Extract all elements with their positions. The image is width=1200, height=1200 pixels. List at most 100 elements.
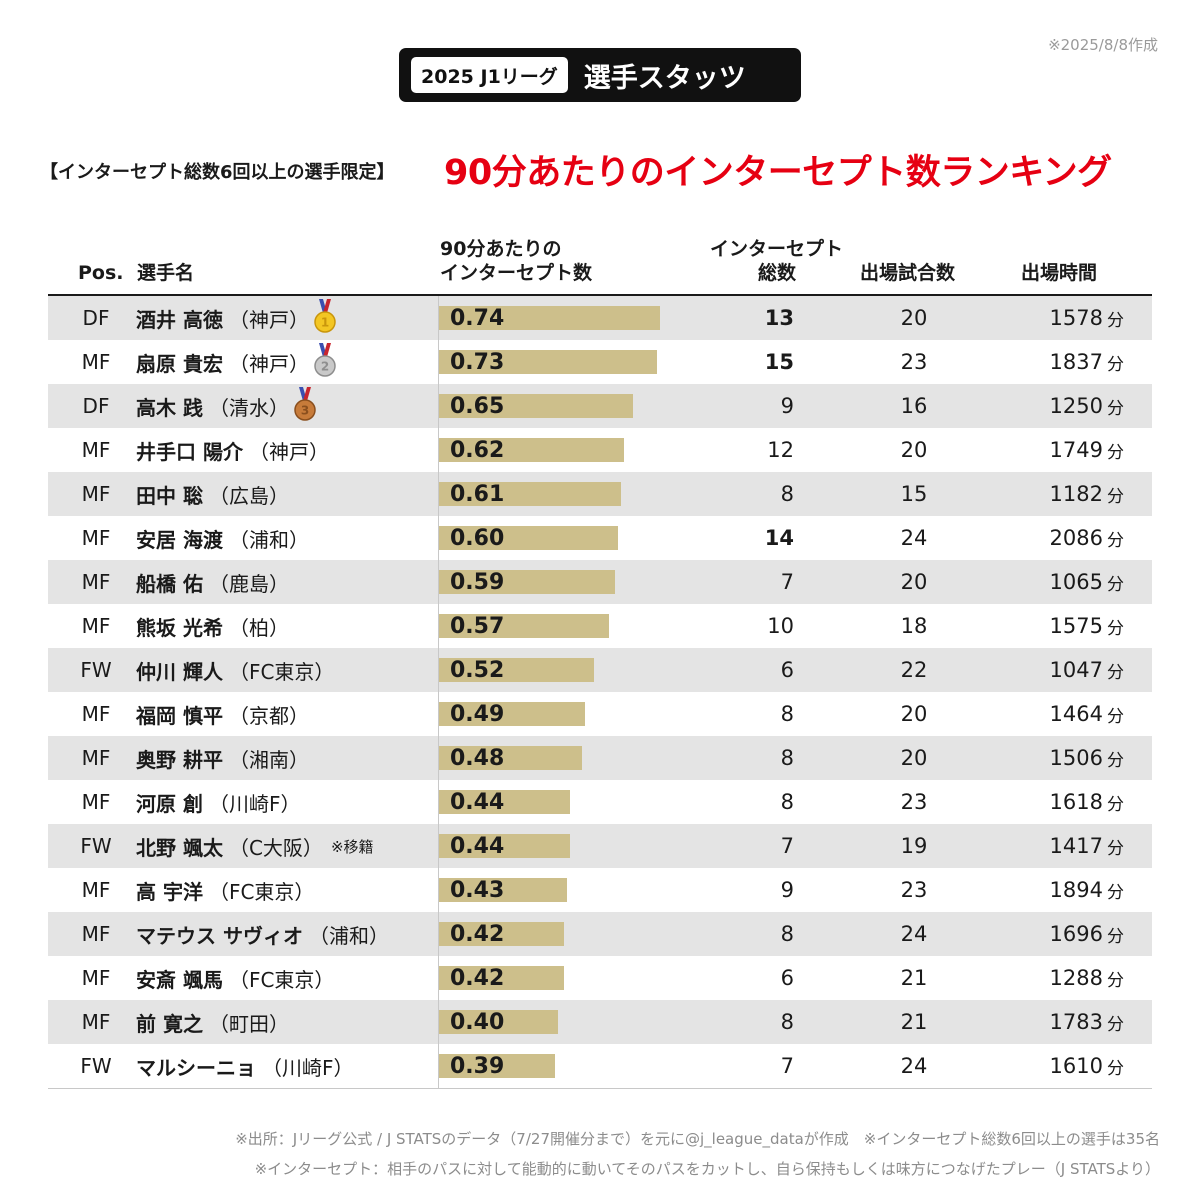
position-cell: MF — [81, 966, 111, 990]
rate-bar — [438, 834, 570, 858]
minutes-value: 1506 — [1049, 746, 1103, 770]
total-interceptions: 8 — [780, 1010, 794, 1034]
minutes-value: 1696 — [1049, 922, 1103, 946]
rate-bar — [438, 350, 657, 374]
minutes-played: 1749 分 — [1024, 428, 1124, 472]
games-played: 24 — [900, 922, 928, 946]
position-cell: MF — [81, 746, 111, 770]
player-name: 酒井 高徳 — [136, 307, 223, 332]
total-interceptions: 7 — [780, 1054, 794, 1078]
minutes-value: 2086 — [1049, 526, 1103, 550]
rate-label: 0.48 — [450, 745, 505, 771]
player-cell: 河原 創（川崎F） — [136, 780, 300, 824]
rate-bar — [438, 438, 624, 462]
games-played: 23 — [900, 350, 928, 374]
games-played: 22 — [900, 658, 928, 682]
player-cell: 福岡 慎平 （京都） — [136, 692, 309, 736]
rate-cell: 0.57 — [438, 604, 698, 648]
position-cell: FW — [80, 658, 112, 682]
player-cell: マテウス サヴィオ （浦和） — [136, 912, 389, 956]
position-cell: MF — [81, 702, 111, 726]
rate-label: 0.40 — [450, 1009, 505, 1035]
position-cell: MF — [81, 790, 111, 814]
minutes-value: 1047 — [1049, 658, 1103, 682]
table-row: MF 奥野 耕平 （湘南） 0.48 8 20 1506 分 — [48, 736, 1152, 780]
games-played: 24 — [900, 1054, 928, 1078]
league-label: 2025 J1リーグ — [411, 57, 568, 93]
minutes-value: 1065 — [1049, 570, 1103, 594]
player-cell: 扇原 貴宏 （神戸） 2 — [136, 340, 337, 384]
rate-cell: 0.39 — [438, 1044, 698, 1088]
position-cell: MF — [81, 482, 111, 506]
club-name: （町田） — [208, 1011, 289, 1036]
minutes-value: 1182 — [1049, 482, 1103, 506]
header-total-1: インターセプト — [710, 238, 844, 260]
club-name: （神戸） — [228, 307, 309, 332]
player-name: 高 宇洋 — [136, 879, 203, 904]
player-name: 安居 海渡 — [136, 527, 223, 552]
rate-cell: 0.42 — [438, 912, 698, 956]
rate-cell: 0.49 — [438, 692, 698, 736]
minutes-played: 1506 分 — [1024, 736, 1124, 780]
total-interceptions: 8 — [780, 790, 794, 814]
player-cell: 熊坂 光希 （柏） — [136, 604, 289, 648]
games-played: 19 — [900, 834, 928, 858]
minutes-unit: 分 — [1107, 442, 1124, 463]
bar-axis-line — [438, 296, 439, 1088]
minutes-played: 1047 分 — [1024, 648, 1124, 692]
club-name: （神戸） — [248, 439, 329, 464]
total-interceptions: 6 — [780, 658, 794, 682]
minutes-played: 1417 分 — [1024, 824, 1124, 868]
rate-cell: 0.59 — [438, 560, 698, 604]
rate-label: 0.73 — [450, 349, 505, 375]
rate-label: 0.74 — [450, 305, 505, 331]
minutes-unit: 分 — [1107, 882, 1124, 903]
total-interceptions: 6 — [780, 966, 794, 990]
minutes-played: 1894 分 — [1024, 868, 1124, 912]
table-row: MF 船橋 佑（鹿島） 0.59 7 20 1065 分 — [48, 560, 1152, 604]
minutes-unit: 分 — [1107, 574, 1124, 595]
rate-label: 0.65 — [450, 393, 505, 419]
total-interceptions: 8 — [780, 702, 794, 726]
player-cell: 酒井 高徳 （神戸） 1 — [136, 296, 337, 340]
minutes-value: 1618 — [1049, 790, 1103, 814]
total-interceptions: 9 — [780, 394, 794, 418]
rate-cell: 0.73 — [438, 340, 698, 384]
svg-text:1: 1 — [321, 315, 329, 329]
rate-label: 0.49 — [450, 701, 505, 727]
minutes-played: 1610 分 — [1024, 1044, 1124, 1088]
footer-definition: ※インターセプト：相手のパスに対して能動的に動いてそのパスをカットし、自ら保持も… — [254, 1160, 1160, 1178]
table-row: MF 安斎 颯馬 （FC東京） 0.42 6 21 1288 分 — [48, 956, 1152, 1000]
headline: 90分あたりのインターセプト数ランキング — [444, 153, 1112, 193]
total-interceptions: 8 — [780, 746, 794, 770]
rate-bar — [438, 526, 618, 550]
minutes-played: 2086 分 — [1024, 516, 1124, 560]
rate-label: 0.61 — [450, 481, 505, 507]
player-cell: 仲川 輝人 （FC東京） — [136, 648, 334, 692]
minutes-played: 1696 分 — [1024, 912, 1124, 956]
table-row: MF マテウス サヴィオ （浦和） 0.42 8 24 1696 分 — [48, 912, 1152, 956]
rate-label: 0.43 — [450, 877, 505, 903]
position-cell: MF — [81, 922, 111, 946]
club-name: （FC東京） — [228, 659, 335, 684]
table-row: FW マルシーニョ （川崎F） 0.39 7 24 1610 分 — [48, 1044, 1152, 1088]
rate-cell: 0.44 — [438, 824, 698, 868]
minutes-unit: 分 — [1107, 794, 1124, 815]
rate-cell: 0.42 — [438, 956, 698, 1000]
position-cell: MF — [81, 350, 111, 374]
minutes-unit: 分 — [1107, 1058, 1124, 1079]
rate-bar — [438, 614, 609, 638]
position-cell: MF — [81, 438, 111, 462]
rate-cell: 0.65 — [438, 384, 698, 428]
rate-cell: 0.52 — [438, 648, 698, 692]
player-cell: 北野 颯太 （C大阪） ※移籍 — [136, 824, 374, 868]
total-interceptions: 14 — [764, 526, 794, 550]
rate-cell: 0.74 — [438, 296, 698, 340]
svg-text:3: 3 — [301, 403, 309, 417]
club-name: （浦和） — [308, 923, 389, 948]
header-pos: Pos. — [78, 262, 124, 284]
rate-label: 0.44 — [450, 789, 505, 815]
club-name: （京都） — [228, 703, 309, 728]
rate-bar — [438, 570, 615, 594]
header-minutes: 出場時間 — [1021, 262, 1098, 284]
